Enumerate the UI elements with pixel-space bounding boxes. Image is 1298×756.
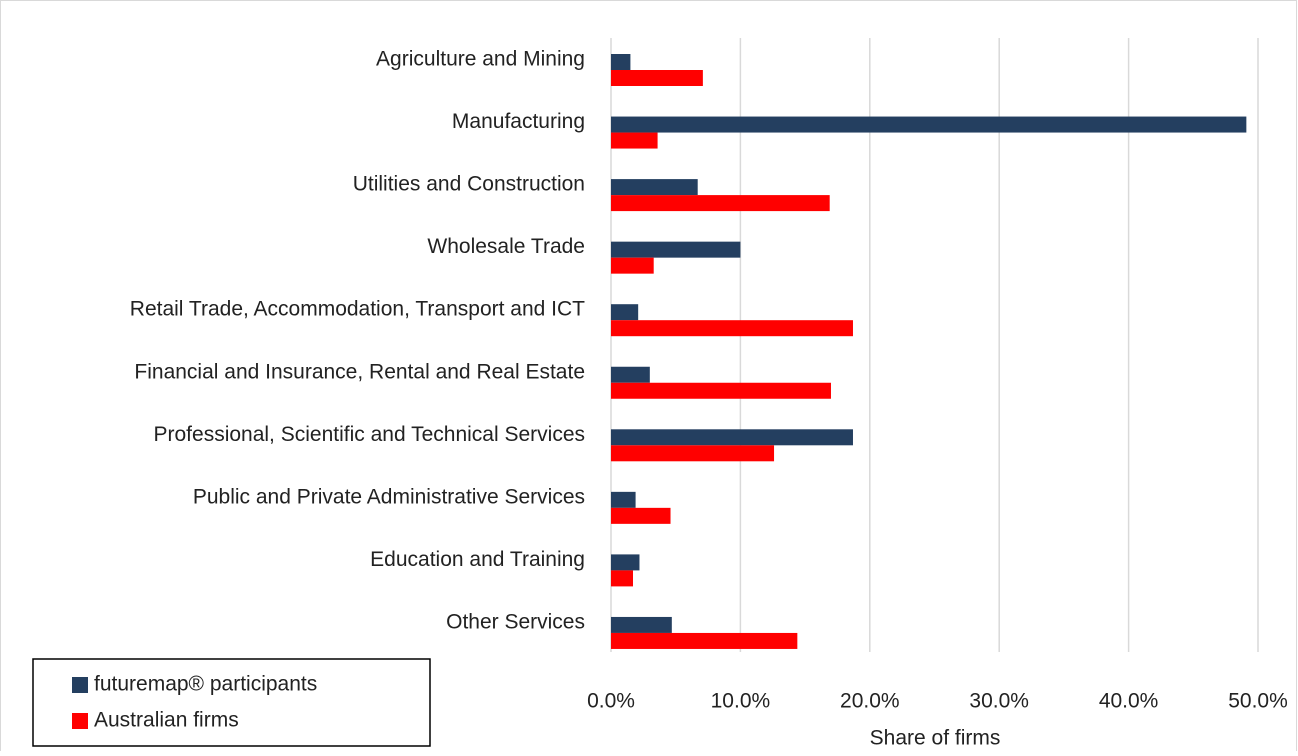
bar (611, 616, 672, 633)
x-tick-label: 20.0% (840, 690, 900, 713)
y-tick-label: Professional, Scientific and Technical S… (154, 423, 586, 446)
bar (611, 445, 775, 462)
y-tick-label: Financial and Insurance, Rental and Real… (134, 360, 585, 383)
legend-swatch (72, 677, 88, 693)
bar (611, 241, 741, 258)
x-tick-label: 40.0% (1099, 690, 1159, 713)
y-tick-label: Other Services (446, 610, 585, 633)
y-tick-label: Retail Trade, Accommodation, Transport a… (130, 298, 585, 321)
bar (611, 257, 654, 274)
x-tick-label: 0.0% (587, 690, 635, 713)
bar (611, 195, 830, 212)
bar (611, 491, 636, 508)
x-tick-label: 10.0% (711, 690, 771, 713)
y-tick-label: Agriculture and Mining (376, 48, 585, 71)
bar (611, 116, 1247, 133)
y-tick-label: Wholesale Trade (427, 235, 585, 258)
bar (611, 54, 631, 70)
bar (611, 132, 658, 149)
x-tick-label: 50.0% (1228, 690, 1288, 713)
bar (611, 570, 633, 587)
y-tick-label: Public and Private Administrative Servic… (193, 485, 585, 508)
legend-box (32, 658, 431, 747)
bar (611, 554, 640, 571)
bar (611, 429, 853, 446)
legend-label: Australian firms (94, 709, 239, 732)
y-tick-label: Utilities and Construction (353, 173, 585, 196)
y-tick-label: Education and Training (370, 548, 585, 571)
bar (611, 366, 650, 383)
legend-swatch (72, 713, 88, 729)
bar (611, 507, 671, 524)
bar (611, 179, 698, 196)
x-tick-label: 30.0% (969, 690, 1029, 713)
bar (611, 304, 639, 321)
y-tick-label: Manufacturing (452, 110, 585, 133)
bar (611, 320, 853, 337)
bar (611, 70, 703, 86)
bar (611, 382, 831, 399)
bar (611, 632, 798, 649)
legend-label: futuremap® participants (94, 673, 317, 696)
x-axis-title: Share of firms (870, 727, 1001, 750)
